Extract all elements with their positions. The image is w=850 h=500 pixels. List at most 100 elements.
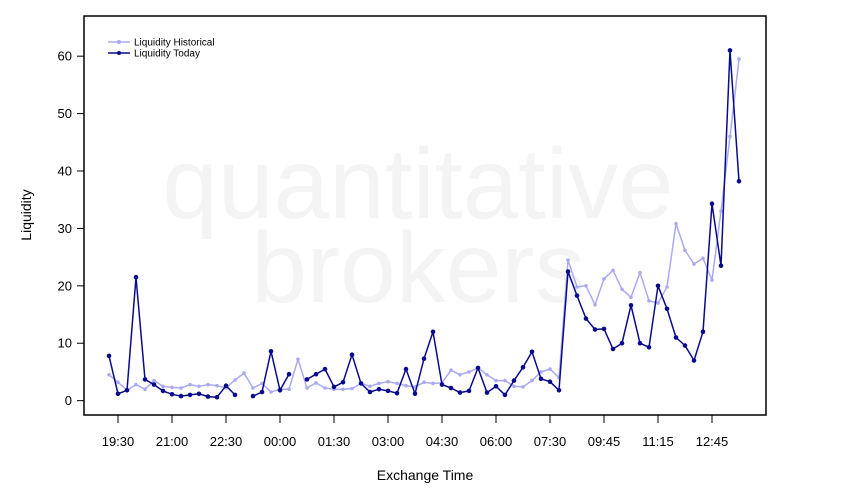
data-point xyxy=(206,382,210,387)
data-point xyxy=(548,367,552,371)
data-point xyxy=(439,382,445,387)
data-point xyxy=(700,329,706,335)
data-point xyxy=(178,393,184,399)
data-point xyxy=(296,357,300,362)
data-point xyxy=(647,299,651,303)
data-point xyxy=(646,345,652,350)
x-tick-label: 03:00 xyxy=(372,434,405,449)
x-tick-label: 22:30 xyxy=(210,434,243,449)
data-point xyxy=(494,378,498,383)
data-point xyxy=(691,358,697,363)
data-point xyxy=(268,349,274,354)
y-tick-label: 30 xyxy=(58,221,72,236)
legend-swatch-point xyxy=(117,40,121,44)
data-point xyxy=(251,386,255,390)
y-tick-label: 20 xyxy=(58,278,72,293)
x-tick-label: 00:00 xyxy=(264,434,297,449)
data-point xyxy=(422,380,426,385)
data-point xyxy=(638,270,642,275)
series-line xyxy=(108,276,236,398)
data-point xyxy=(188,382,192,387)
data-point xyxy=(601,326,607,332)
data-point xyxy=(556,388,562,393)
data-point xyxy=(314,381,318,385)
data-point xyxy=(449,368,453,373)
data-point xyxy=(269,390,273,394)
x-tick-label: 07:30 xyxy=(534,434,567,449)
data-point xyxy=(179,386,183,390)
data-point xyxy=(376,386,382,392)
data-point xyxy=(403,366,409,372)
data-point xyxy=(493,384,499,389)
data-point xyxy=(584,284,588,288)
y-tick-label: 60 xyxy=(58,49,72,64)
data-point xyxy=(350,386,354,391)
data-point xyxy=(367,389,373,395)
data-point xyxy=(529,349,535,355)
data-point xyxy=(323,386,327,390)
data-point xyxy=(718,263,724,269)
y-tick-label: 0 xyxy=(65,393,72,408)
data-point xyxy=(719,209,723,213)
data-point xyxy=(151,382,157,387)
data-point xyxy=(701,256,705,261)
data-point xyxy=(260,381,264,386)
data-point xyxy=(143,387,147,392)
data-point xyxy=(116,380,120,385)
data-point xyxy=(583,316,589,321)
plot-frame xyxy=(83,15,767,416)
data-point xyxy=(736,179,742,184)
data-point xyxy=(682,343,688,348)
data-point xyxy=(467,370,471,374)
data-point xyxy=(502,392,508,398)
data-point xyxy=(710,278,714,282)
data-point xyxy=(709,201,715,206)
data-point xyxy=(656,301,660,305)
series-0 xyxy=(107,57,741,394)
data-point xyxy=(358,381,364,386)
data-point xyxy=(115,391,121,397)
y-axis-title: Liquidity xyxy=(18,189,34,240)
data-point xyxy=(538,376,544,382)
data-point xyxy=(395,381,399,386)
x-tick-label: 12:45 xyxy=(696,434,729,449)
data-point xyxy=(421,356,427,362)
data-point xyxy=(610,346,616,352)
data-point xyxy=(160,388,166,394)
data-point xyxy=(628,303,634,308)
data-point xyxy=(349,352,355,358)
data-point xyxy=(683,248,687,252)
x-tick-label: 01:30 xyxy=(318,434,351,449)
data-point xyxy=(305,386,309,390)
data-point xyxy=(215,383,219,388)
y-tick-label: 10 xyxy=(58,336,72,351)
x-tick-label: 11:15 xyxy=(642,434,674,449)
data-point xyxy=(620,287,624,292)
data-point xyxy=(475,365,481,371)
data-point xyxy=(458,373,462,377)
series-layer xyxy=(106,48,742,400)
data-point xyxy=(692,262,696,266)
series-1 xyxy=(106,48,742,400)
data-point xyxy=(673,335,679,340)
data-point xyxy=(377,381,381,386)
data-point xyxy=(466,388,472,394)
data-point xyxy=(448,385,454,391)
x-tick-label: 04:30 xyxy=(426,434,459,449)
x-axis: 19:30 21:00 22:30 00:00 01:30 03:00 04:30 06:00… xyxy=(102,415,729,449)
data-point xyxy=(484,390,490,395)
data-point xyxy=(412,391,418,397)
data-point xyxy=(322,366,328,372)
data-point xyxy=(368,384,372,389)
x-tick-label: 06:00 xyxy=(480,434,513,449)
data-point xyxy=(665,285,669,289)
data-point xyxy=(133,274,139,280)
data-point xyxy=(386,379,390,384)
data-point xyxy=(385,388,391,394)
data-point xyxy=(520,365,526,370)
data-point xyxy=(152,378,156,383)
data-point xyxy=(530,378,534,383)
data-point xyxy=(223,383,229,389)
